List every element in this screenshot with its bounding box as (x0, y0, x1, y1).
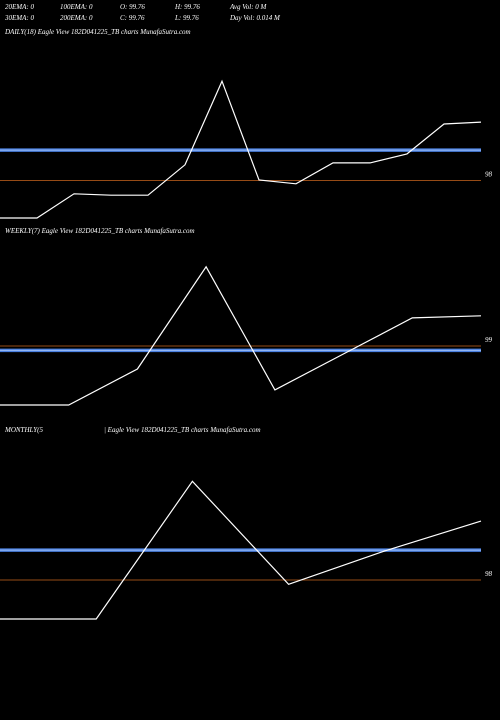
header-stat: 20EMA: 0 (5, 3, 34, 11)
header-stat: H: 99.76 (174, 3, 200, 11)
header-stat: 30EMA: 0 (4, 14, 34, 22)
header-stat: C: 99.76 (120, 14, 145, 22)
price-line (0, 265, 482, 406)
header-stat: 200EMA: 0 (60, 14, 93, 22)
y-tick-label: 98 (485, 171, 493, 179)
y-tick-label: 98 (485, 570, 493, 578)
panel-title: MONTHLY(5 (4, 426, 43, 434)
header-stat: Day Vol: 0.014 M (229, 14, 281, 22)
header-stat: Avg Vol: 0 M (229, 3, 268, 11)
y-tick-label: 99 (485, 336, 493, 344)
header-stat: L: 99.76 (174, 14, 199, 22)
header-stat: 100EMA: 0 (60, 3, 93, 11)
panel-title: DAILY(18) Eagle View 182D041225_TB chart… (4, 28, 191, 36)
panel-title: WEEKLY(7) Eagle View 182D041225_TB chart… (5, 227, 195, 235)
header-stat: O: 99.76 (120, 3, 145, 11)
price-line (0, 79, 482, 219)
panel-subtitle: | Eagle View 182D041225_TB charts Munafa… (104, 426, 261, 434)
price-line (0, 480, 482, 620)
